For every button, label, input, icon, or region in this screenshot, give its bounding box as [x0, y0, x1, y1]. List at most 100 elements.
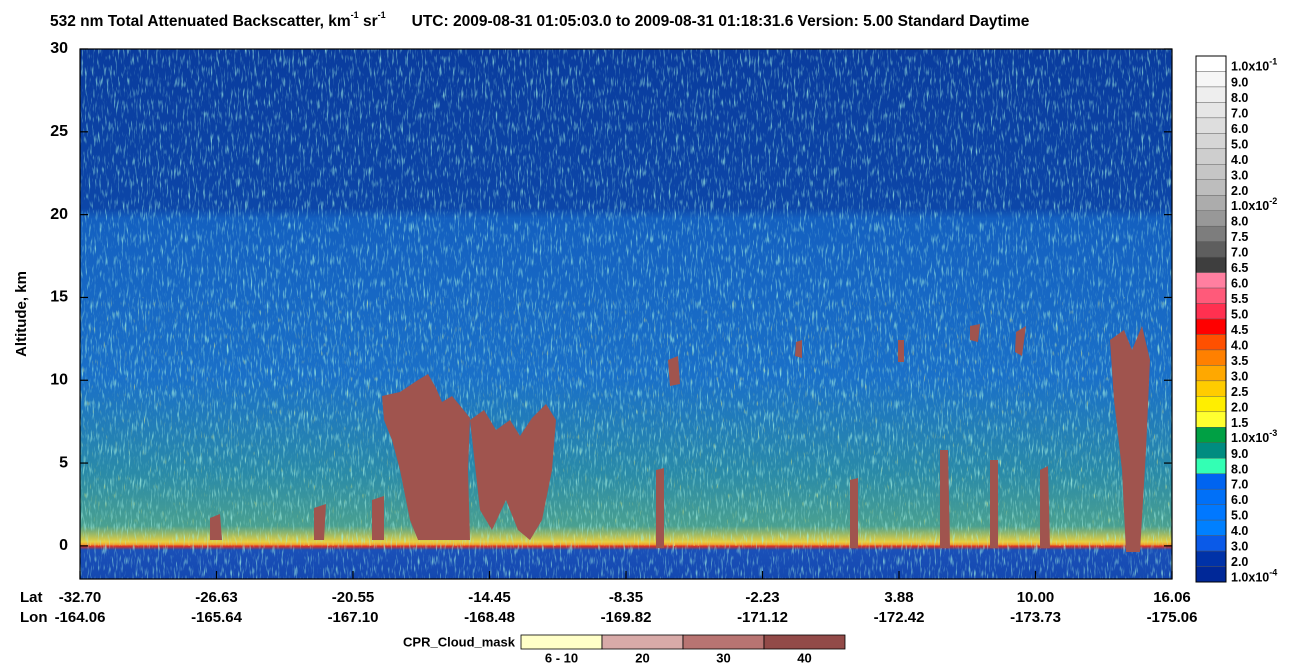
- cloud: [1110, 326, 1150, 552]
- x-tick-label: -8.35: [609, 589, 643, 606]
- cloud: [1040, 466, 1050, 548]
- y-tick-label: 30: [50, 40, 68, 57]
- colorbar-label: 6.5: [1231, 261, 1248, 275]
- x-tick-label: -164.06: [55, 609, 106, 626]
- y-tick-label: 0: [59, 537, 68, 554]
- y-tick-label: 10: [50, 371, 68, 388]
- cloud: [850, 478, 858, 548]
- x-tick-label: -165.64: [191, 609, 243, 626]
- colorbar-swatch: [1195, 55, 1227, 72]
- colorbar-swatch: [1195, 442, 1227, 459]
- colorbar-label: 4.5: [1231, 323, 1248, 337]
- x-tick-label: -26.63: [195, 589, 238, 606]
- colorbar-swatch: [1195, 102, 1227, 119]
- colorbar-swatch: [1195, 380, 1227, 397]
- y-tick-label: 5: [59, 454, 68, 471]
- colorbar-swatch: [1195, 179, 1227, 196]
- x-tick-label: 16.06: [1153, 589, 1191, 606]
- colorbar-swatch: [1195, 256, 1227, 273]
- colorbar-label-text: 1.0x10: [1231, 199, 1269, 213]
- y-tick-label: 25: [50, 123, 68, 140]
- colorbar-label: 2.0: [1231, 400, 1248, 414]
- colorbar-swatch: [1195, 411, 1227, 428]
- colorbar-label-exp: -2: [1269, 196, 1277, 206]
- x-tick-label: -167.10: [328, 609, 379, 626]
- colorbar-label-exp: -3: [1269, 428, 1277, 438]
- cloud: [1015, 326, 1026, 356]
- colorbar-swatch: [1195, 504, 1227, 521]
- x-tick-label: 10.00: [1017, 589, 1055, 606]
- colorbar-label: 9.0: [1231, 76, 1248, 90]
- colorbar-label: 8.0: [1231, 462, 1248, 476]
- cloud: [210, 514, 222, 540]
- colorbar-swatch: [1195, 365, 1227, 382]
- colorbar-label: 2.0: [1231, 555, 1248, 569]
- colorbar-label-text: 1.0x10: [1231, 431, 1269, 445]
- colorbar-swatch: [1195, 550, 1227, 567]
- colorbar-swatch: [1195, 71, 1227, 88]
- colorbar-swatch: [1195, 148, 1227, 165]
- colorbar-label: 7.5: [1231, 230, 1248, 244]
- colorbar-label-exp: -1: [1269, 57, 1277, 67]
- colorbar-swatch: [1195, 458, 1227, 474]
- colorbar-label: 2.0: [1231, 184, 1248, 198]
- colorbar-swatch: [1195, 225, 1227, 242]
- cloud-mask-label: 20: [635, 650, 649, 665]
- cloud: [314, 504, 326, 540]
- cloud-mask-label: 30: [716, 650, 730, 665]
- colorbar-swatch: [1195, 210, 1227, 227]
- x-tick-label: -173.73: [1010, 609, 1061, 626]
- x-row-name: Lon: [20, 609, 48, 626]
- colorbar-label: 6.0: [1231, 122, 1248, 136]
- x-tick-label: -172.42: [874, 609, 925, 626]
- cloud: [795, 340, 802, 358]
- x-tick-label: -2.23: [745, 589, 779, 606]
- colorbar-swatch: [1195, 86, 1227, 103]
- colorbar-label: 4.0: [1231, 524, 1248, 538]
- colorbar-swatch: [1195, 427, 1227, 443]
- colorbar-label: 5.0: [1231, 509, 1248, 523]
- colorbar-swatch: [1195, 488, 1227, 505]
- colorbar-label-text: 1.0x10: [1231, 571, 1269, 585]
- chart-title: 532 nm Total Attenuated Backscatter, km-…: [50, 10, 1030, 30]
- cloud-mask-swatch: [520, 634, 603, 650]
- x-tick-label: -169.82: [601, 609, 652, 626]
- colorbar-label: 8.0: [1231, 215, 1248, 229]
- backscatter-field: [80, 49, 1172, 579]
- colorbar-label: 4.0: [1231, 339, 1248, 353]
- colorbar-label: 3.5: [1231, 354, 1248, 368]
- cloud-mask-swatch: [682, 634, 765, 650]
- colorbar-swatch: [1195, 334, 1227, 351]
- colorbar-swatch: [1195, 133, 1227, 150]
- field-speckle: [80, 297, 1172, 546]
- cloud: [668, 356, 680, 386]
- x-tick-label: -171.12: [737, 609, 788, 626]
- cloud: [940, 450, 950, 548]
- colorbar-label: 1.0x10-3: [1231, 428, 1277, 445]
- colorbar-label-text: 1.0x10: [1231, 60, 1269, 74]
- colorbar-label: 8.0: [1231, 91, 1248, 105]
- x-tick-label: 3.88: [884, 589, 913, 606]
- x-tick-label: -168.48: [464, 609, 515, 626]
- colorbar-label: 1.5: [1231, 416, 1248, 430]
- colorbar-label: 5.0: [1231, 308, 1248, 322]
- x-row-name: Lat: [20, 589, 43, 606]
- cloud: [382, 374, 470, 540]
- colorbar-swatch: [1195, 287, 1227, 304]
- cloud-mask-title: CPR_Cloud_mask: [403, 634, 516, 649]
- colorbar-swatch: [1195, 566, 1227, 583]
- colorbar-label: 3.0: [1231, 540, 1248, 554]
- colorbar-swatch: [1195, 318, 1227, 335]
- colorbar-label: 5.0: [1231, 137, 1248, 151]
- colorbar-swatch: [1195, 164, 1227, 180]
- cloud: [898, 340, 904, 362]
- cloud: [372, 496, 384, 540]
- x-tick-label: -32.70: [59, 589, 102, 606]
- cloud-mask-overlay: [210, 324, 1150, 552]
- colorbar-swatch: [1195, 535, 1227, 552]
- x-tick-label: -20.55: [332, 589, 375, 606]
- colorbar-label: 7.0: [1231, 246, 1248, 260]
- cloud-mask-label: 40: [797, 650, 811, 665]
- cloud: [470, 404, 556, 540]
